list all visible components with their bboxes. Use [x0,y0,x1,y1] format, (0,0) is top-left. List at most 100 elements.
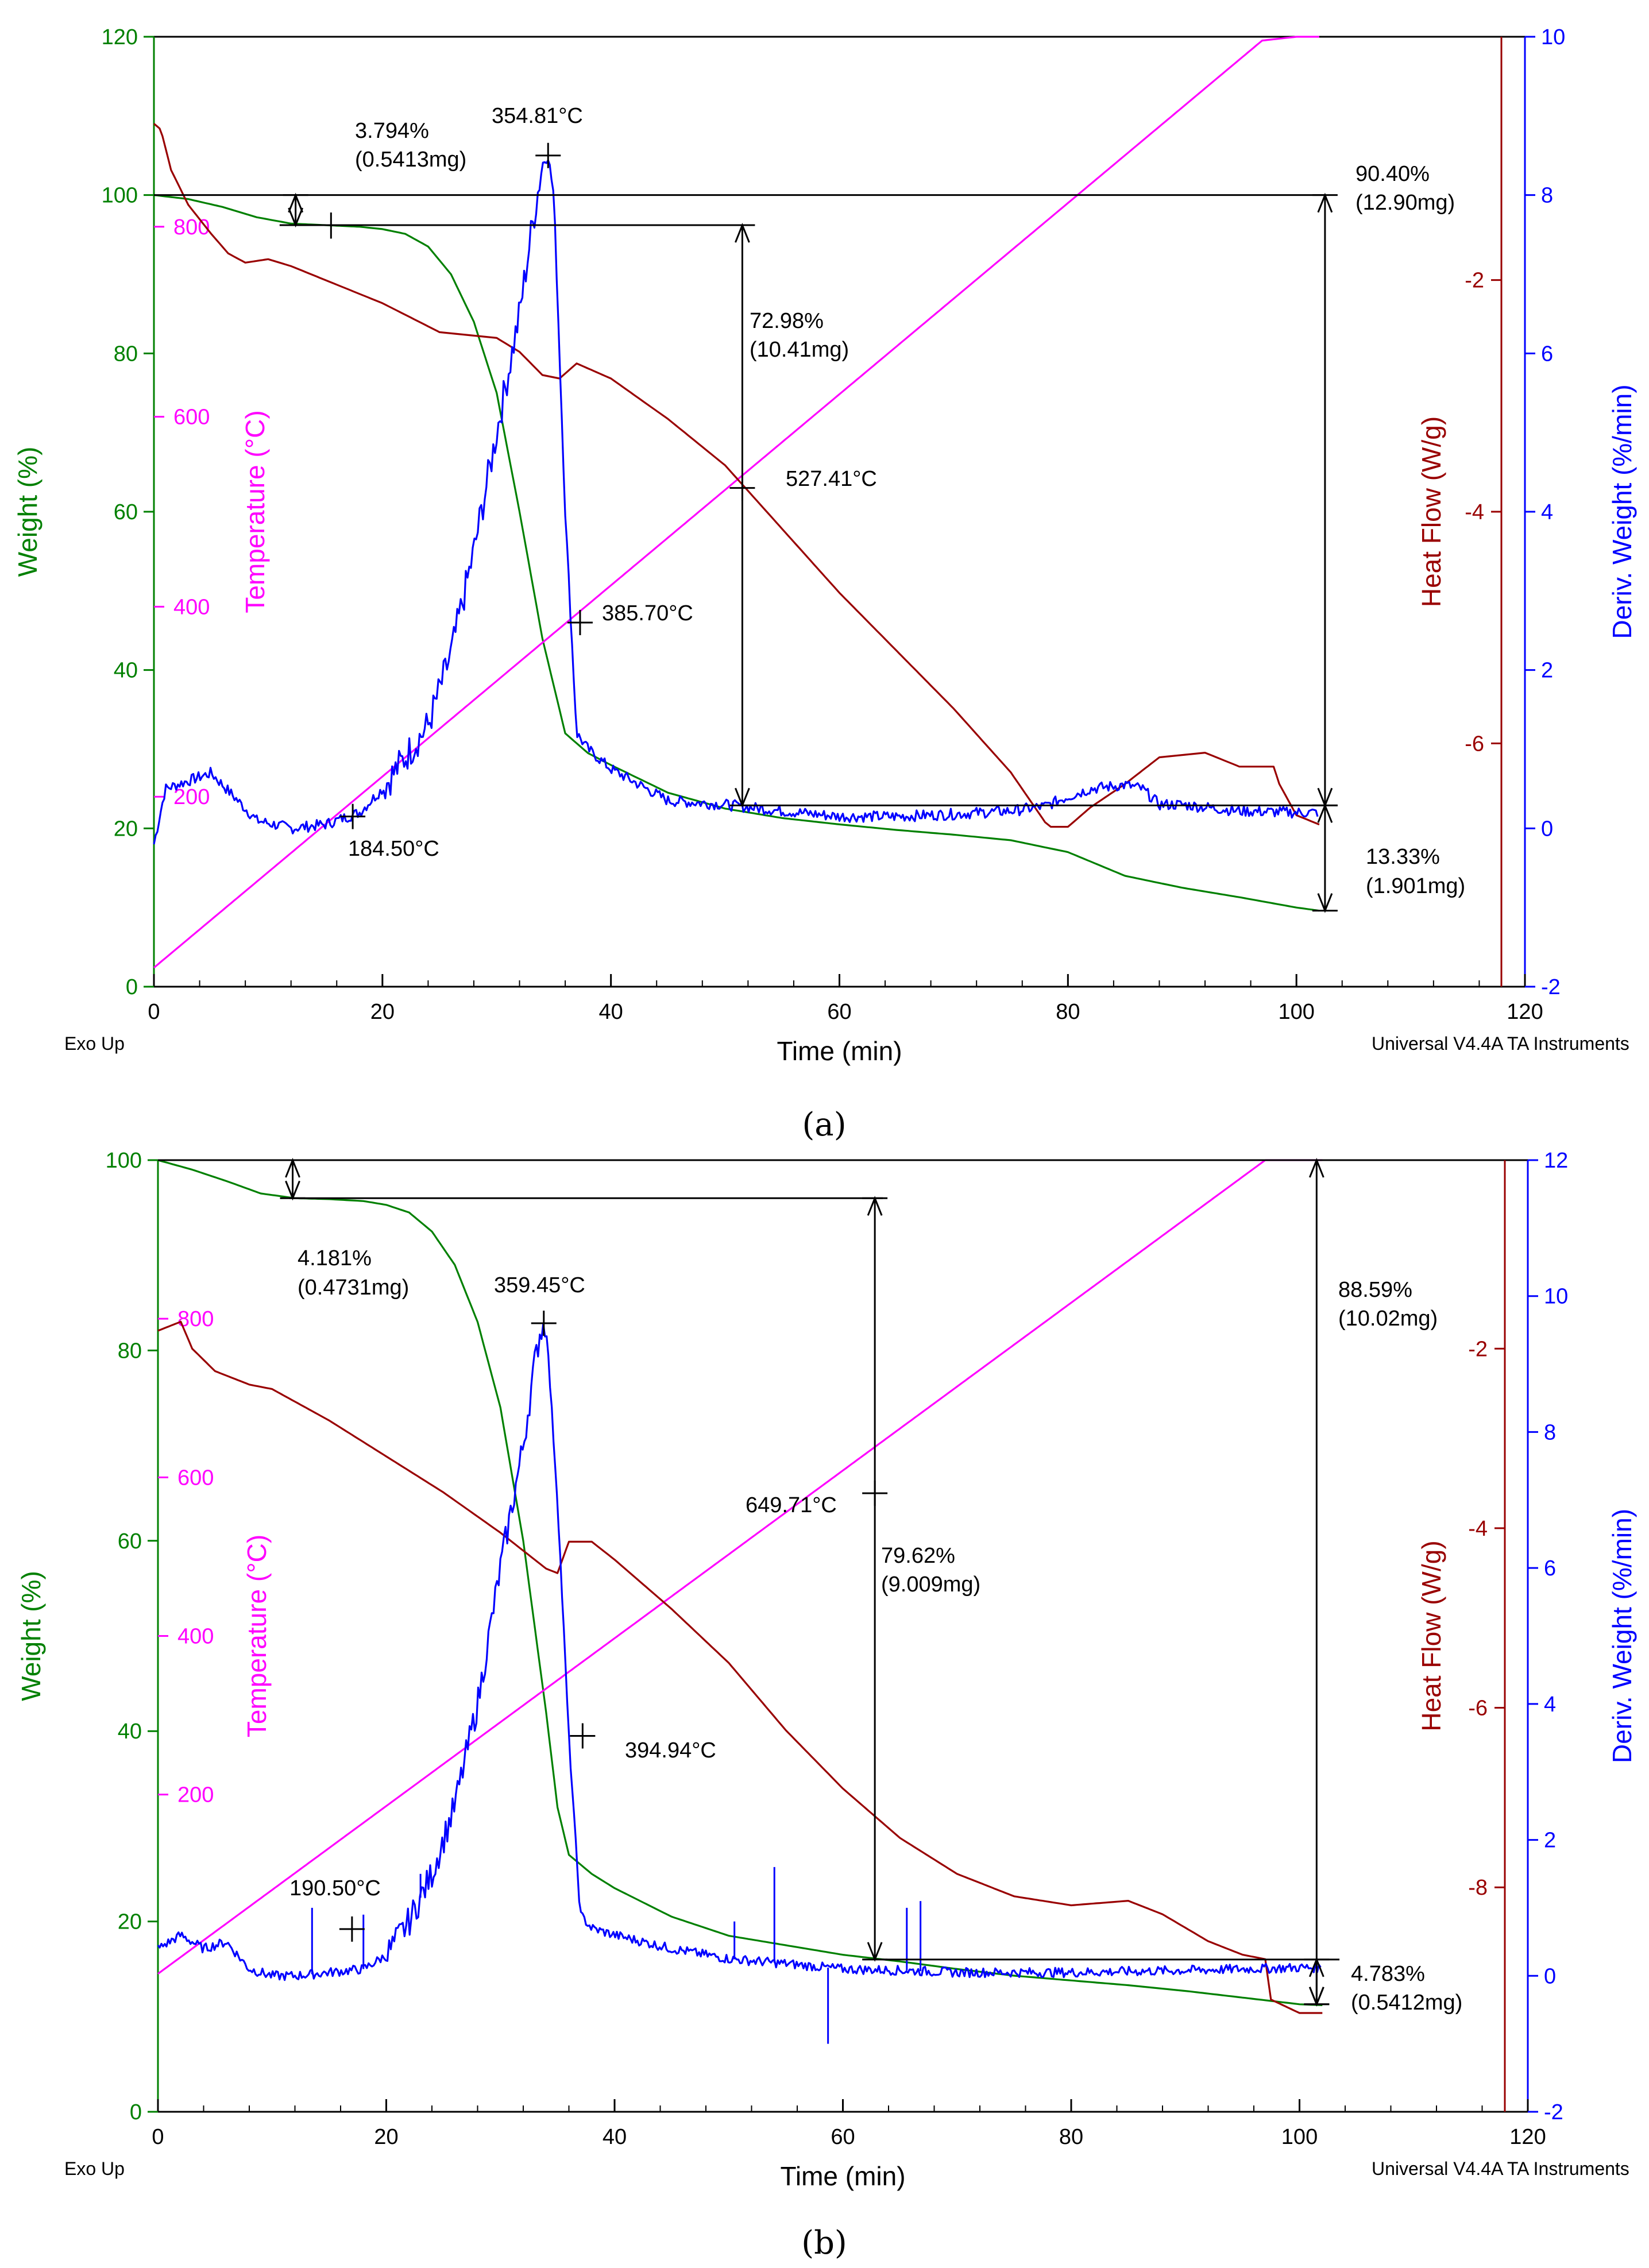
deriv-tick-label: 8 [1541,184,1553,208]
deriv-tick-label: -2 [1541,975,1561,999]
heat-flow-tick-label: -4 [1465,500,1484,524]
footer-exo-up: Exo Up [64,2158,125,2179]
weight-tick-label: 80 [114,342,138,366]
label-temp-3857: 385.70°C [602,601,693,625]
heat-flow-tick-label: -2 [1468,1337,1488,1361]
label-9040-pct: 90.40% [1355,162,1430,186]
x-tick-label: 80 [1056,1000,1080,1024]
label-7962-mg: (9.009mg) [881,1572,980,1597]
temperature-axis-title: Temperature (°C) [240,410,270,613]
x-tick-label: 100 [1278,1000,1314,1024]
deriv-tick-label: 4 [1541,500,1553,524]
arrow-4783 [1304,1957,1330,2007]
heat-flow-tick-label: -4 [1468,1517,1488,1541]
onset-marker-b [570,1723,596,1749]
label-7962-pct: 79.62% [881,1544,955,1568]
x-tick-label: 120 [1507,1000,1543,1024]
deriv-tick-label: -2 [1544,2100,1563,2124]
label-1333-mg: (1.901mg) [1366,874,1465,898]
deriv-tick-label: 2 [1541,659,1553,683]
deriv-axis-title: Deriv. Weight (%/min) [1607,1509,1637,1763]
series-deriv-weight [157,1323,1322,1981]
x-tick-label: 20 [374,2125,398,2149]
label-temp-3949: 394.94°C [625,1738,716,1763]
label-peak-temp-b: 359.45°C [494,1273,585,1297]
heat-flow-tick-label: -6 [1465,732,1484,756]
heat-flow-axis-title: Heat Flow (W/g) [1416,1540,1446,1731]
weight-tick-label: 0 [126,975,138,999]
deriv-tick-label: 6 [1541,342,1553,366]
weight-tick-label: 20 [118,1910,142,1934]
arrow-7962 [862,1196,888,1962]
x-axis-title: Time (min) [777,1036,902,1066]
weight-tick-label: 80 [118,1339,142,1363]
temperature-tick-label: 200 [173,785,210,809]
arrow-3794 [283,192,308,228]
temperature-tick-label: 800 [173,215,210,239]
label-9040-mg: (12.90mg) [1355,191,1455,215]
label-8859-mg: (10.02mg) [1338,1307,1438,1331]
label-temp-1845: 184.50°C [348,837,439,861]
caption-b: (b) [801,2224,847,2262]
weight-tick-label: 20 [114,817,138,841]
deriv-tick-label: 2 [1544,1829,1556,1853]
footer-exo-up: Exo Up [64,1033,125,1054]
series-heat-flow [153,123,1320,828]
weight-tick-label: 60 [114,500,138,524]
label-4783-pct: 4.783% [1351,1962,1425,1986]
heat-flow-axis-title: Heat Flow (W/g) [1416,416,1446,607]
x-tick-label: 40 [603,2125,627,2149]
temperature-axis-title: Temperature (°C) [242,1535,272,1737]
heat-flow-tick-label: -2 [1465,269,1484,293]
label-7298-mg: (10.41mg) [750,338,849,362]
arrow-9040 [1312,192,1338,808]
deriv-tick-label: 12 [1544,1149,1568,1173]
label-temp-6497: 649.71°C [746,1493,837,1517]
footer-instrument: Universal V4.4A TA Instruments [1372,2158,1629,2179]
label-4783-mg: (0.5412mg) [1351,1991,1462,2015]
weight-tick-label: 40 [118,1720,142,1744]
deriv-tick-label: 10 [1541,25,1565,49]
temperature-tick-label: 600 [177,1466,214,1490]
peak-marker-a [535,142,561,168]
start-marker-b [339,1916,365,1942]
x-tick-label: 120 [1509,2125,1546,2149]
weight-tick-label: 60 [118,1529,142,1554]
weight-tick-label: 100 [106,1149,142,1173]
deriv-tick-label: 6 [1544,1556,1556,1581]
x-tick-label: 20 [370,1000,395,1024]
deriv-tick-label: 0 [1541,817,1553,841]
series-temperature [157,1159,1323,1975]
x-tick-label: 40 [599,1000,623,1024]
deriv-tick-label: 4 [1544,1693,1556,1717]
arrow-8859 [1304,1157,1330,2007]
temperature-tick-label: 400 [177,1625,214,1649]
label-4181-pct: 4.181% [298,1246,372,1270]
deriv-tick-label: 10 [1544,1285,1568,1309]
heat-flow-tick-label: -6 [1468,1697,1488,1721]
series-deriv-weight [153,159,1319,845]
weight-tick-label: 0 [130,2100,142,2124]
label-temp-1905: 190.50°C [289,1876,381,1900]
start-marker-a [340,803,366,829]
temperature-tick-label: 400 [173,595,210,619]
peak-marker-b [531,1311,557,1336]
x-axis-title: Time (min) [780,2161,905,2191]
x-tick-label: 0 [152,2125,164,2149]
arrow-7298 [729,223,755,808]
series-weight [153,194,1320,912]
label-3794-mg: (0.5413mg) [355,148,466,172]
label-3794-pct: 3.794% [355,119,429,143]
x-tick-label: 80 [1059,2125,1083,2149]
series-weight [157,1159,1323,2006]
weight-tick-label: 40 [114,659,138,683]
x-tick-label: 0 [148,1000,160,1024]
series-heat-flow [157,1320,1323,2014]
deriv-tick-label: 8 [1544,1420,1556,1444]
temp-marker-a [729,475,755,501]
weight-axis-title: Weight (%) [16,1571,46,1701]
weight-axis-title: Weight (%) [13,447,43,577]
label-1333-pct: 13.33% [1366,845,1440,869]
label-7298-pct: 72.98% [750,309,824,333]
